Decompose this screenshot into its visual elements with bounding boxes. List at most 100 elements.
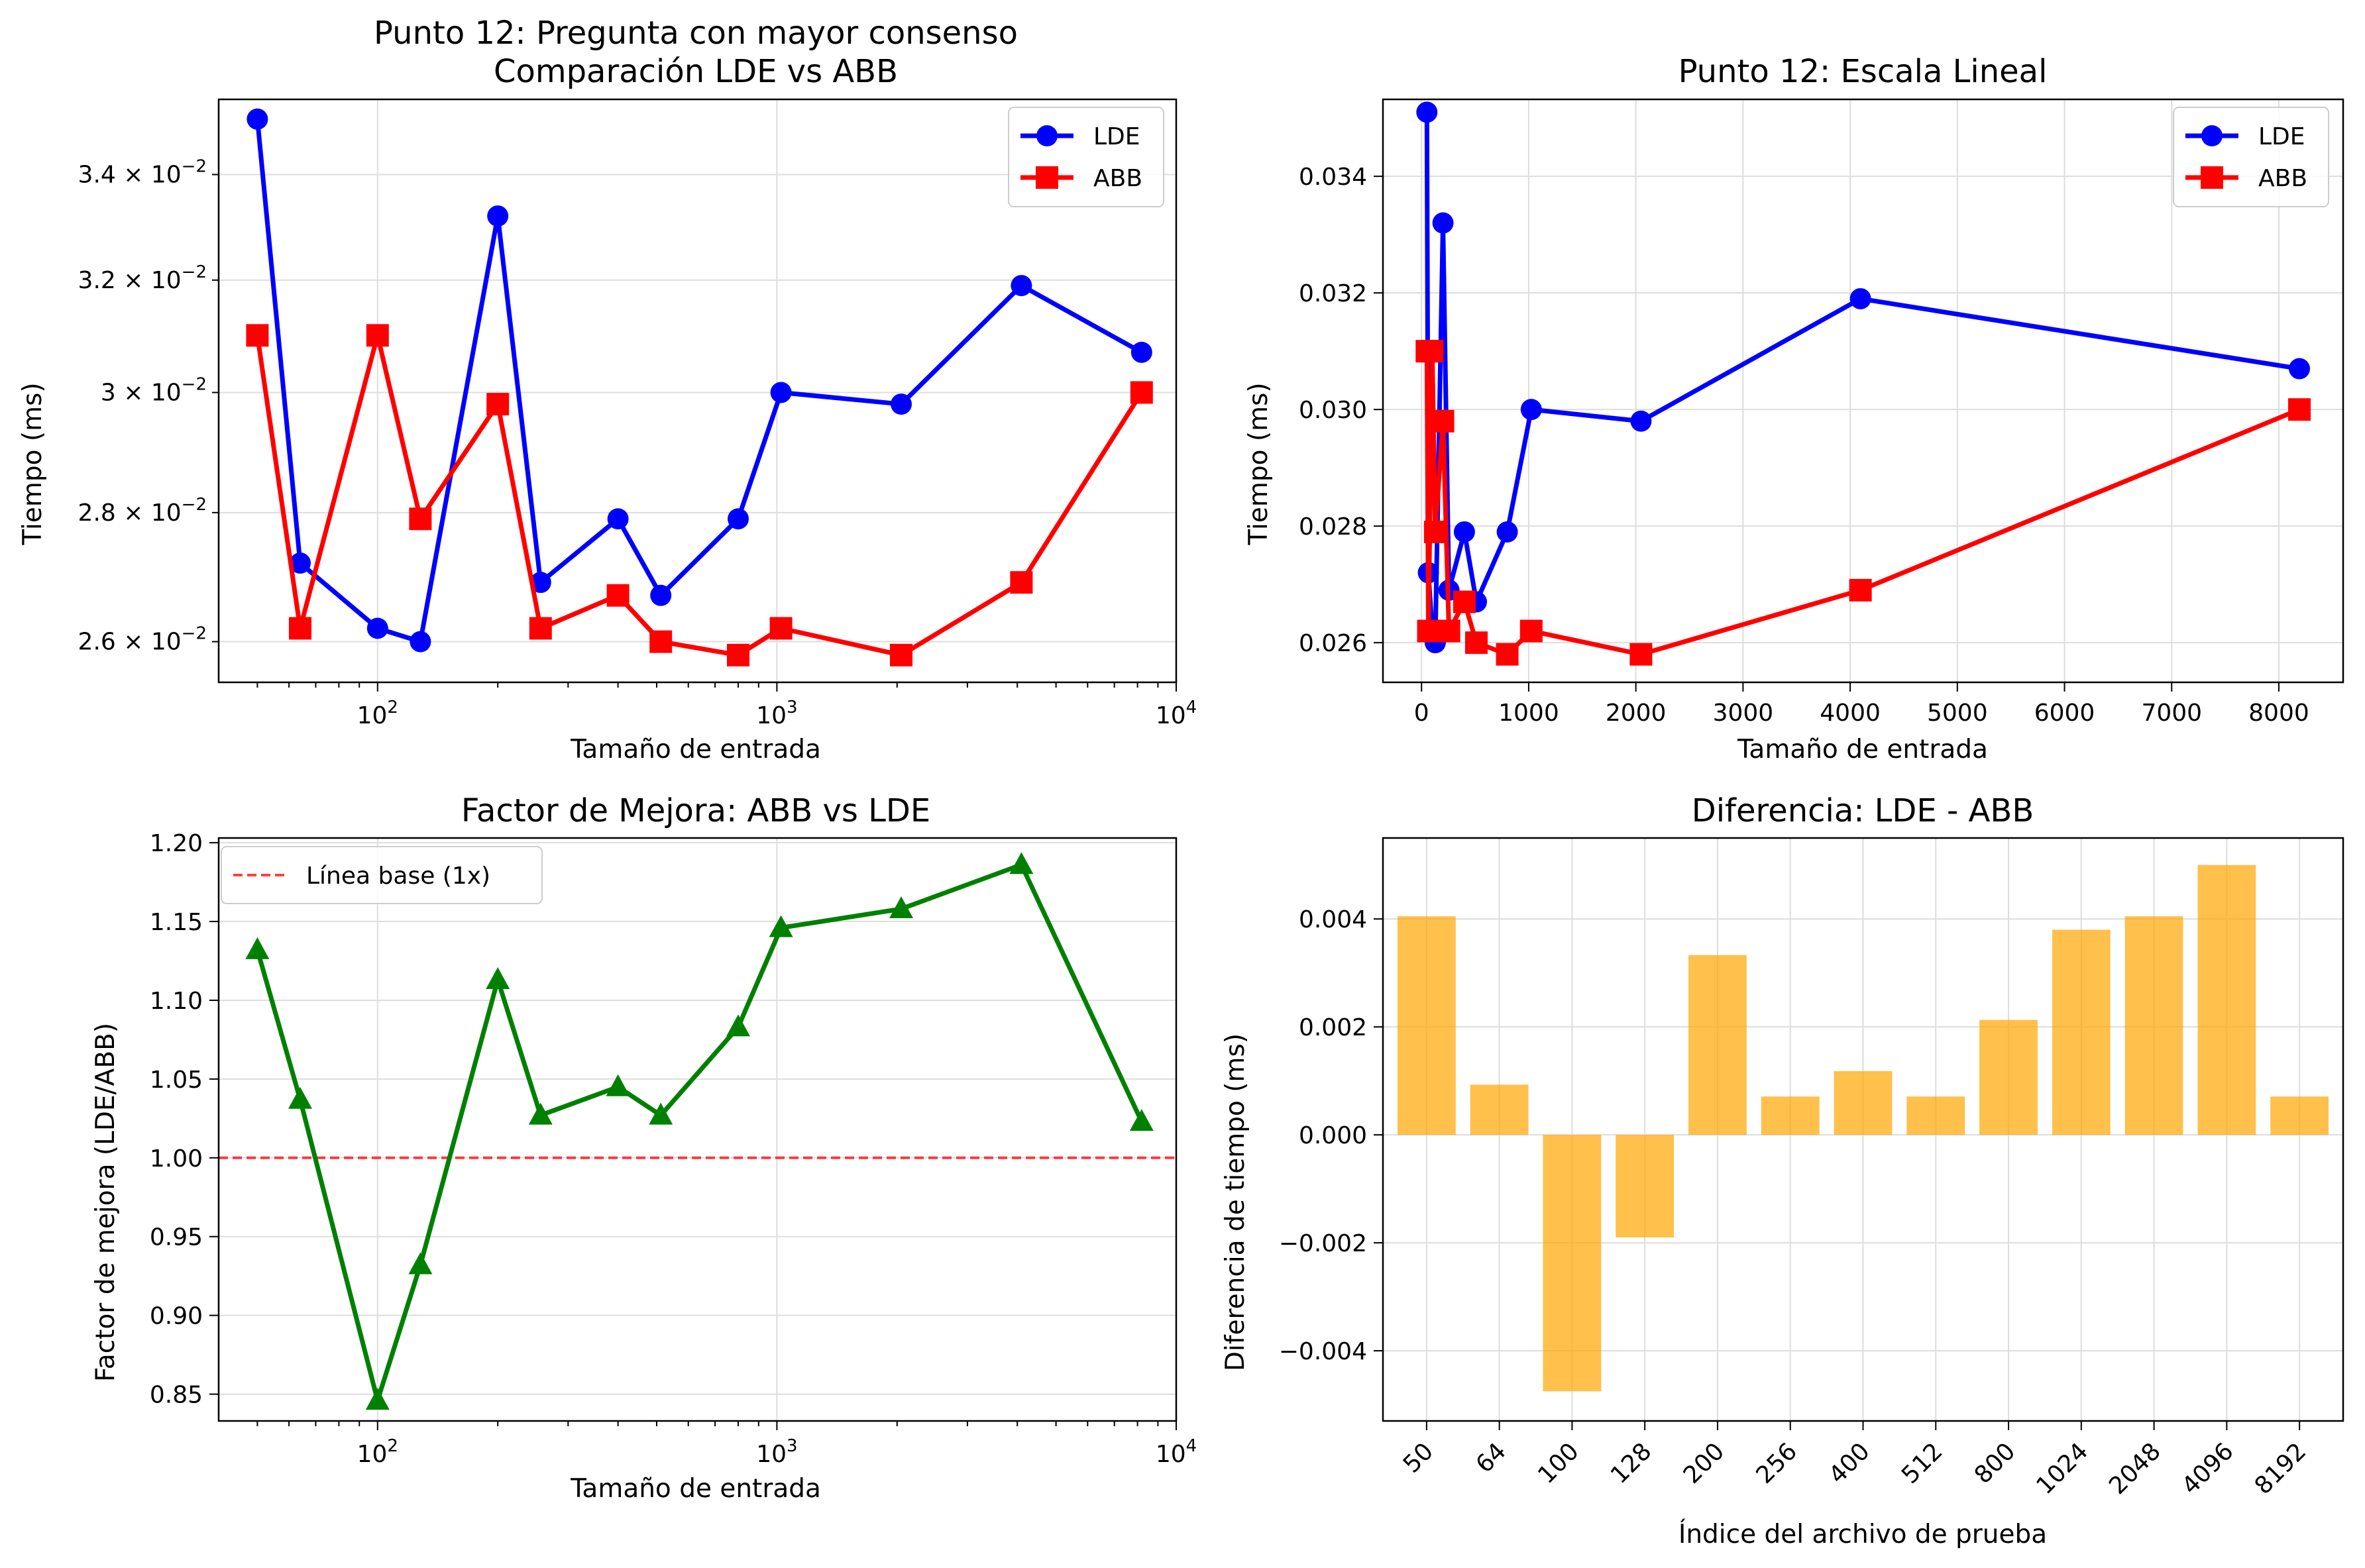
panel1-series-lde-point <box>247 108 268 130</box>
panel3-y-tick-label: 1.00 <box>150 1145 203 1173</box>
panel3-series-factor-point <box>769 915 793 937</box>
panel3-y-tick-label: 1.05 <box>150 1067 203 1094</box>
panel2-series-abb-point <box>1417 619 1440 643</box>
panel4-bar <box>2052 929 2111 1135</box>
panel2-series-abb-point <box>1519 619 1543 643</box>
panel3-x-axis-label: Tamaño de entrada <box>570 1474 821 1504</box>
panel1-series-lde-point <box>366 617 388 639</box>
panel4-x-axis-label: Índice del archivo de prueba <box>1678 1518 2047 1549</box>
panel4-bar <box>1834 1071 1893 1135</box>
panel2-series-abb-point <box>1423 520 1447 543</box>
panel3-x-tick-label: 104 <box>1156 1436 1197 1468</box>
panel1-series-lde-point <box>770 382 792 403</box>
panel1-x-tick-label: 103 <box>756 698 797 729</box>
panel4-bar <box>1688 955 1747 1135</box>
panel1-title-line1: Punto 12: Pregunta con mayor consenso <box>374 15 1018 52</box>
panel1-y-tick-label: 3.4 × 10−2 <box>78 156 207 188</box>
panel4-y-axis-label: Diferencia de tiempo (ms) <box>1221 1033 1250 1371</box>
panel1-series-abb-point <box>366 324 389 347</box>
panel2-series-abb-point <box>1421 340 1444 363</box>
panel1-legend-lde-label: LDE <box>1093 123 1140 150</box>
panel1-series-lde-point <box>1130 341 1152 363</box>
panel3-y-tick-label: 0.85 <box>150 1382 203 1409</box>
panel1-y-tick-label: 2.6 × 10−2 <box>78 624 207 656</box>
panel2-y-tick-label: 0.028 <box>1299 513 1367 541</box>
panel3-y-tick-label: 0.90 <box>150 1303 203 1330</box>
panel1-series-lde-point <box>290 552 311 574</box>
panel3-y-tick-label: 1.20 <box>150 830 203 857</box>
panel1-y-tick-label: 3.2 × 10−2 <box>78 262 207 294</box>
panel1-series-abb-point <box>1010 571 1033 594</box>
panel4-bar <box>1761 1096 1820 1135</box>
panel2-x-tick-label: 5000 <box>1927 700 1988 727</box>
panel2-series-abb-point <box>1453 590 1476 613</box>
panel3-x-tick-label: 102 <box>357 1436 398 1468</box>
panel2-series-lde-point <box>1453 521 1475 543</box>
panel1-axes-frame <box>217 98 1178 684</box>
panel4-bar <box>1543 1135 1602 1392</box>
panel1-series-lde-point <box>728 508 749 530</box>
panel1-legend-abb-label: ABB <box>1093 165 1142 192</box>
panel2-y-tick-label: 0.030 <box>1299 397 1367 424</box>
panel4-bar <box>2124 916 2183 1135</box>
panel4-bar <box>1397 916 1456 1135</box>
panel3-legend: Línea base (1x) <box>221 846 543 904</box>
panel-log-comparison: Punto 12: Pregunta con mayor consenso Co… <box>18 15 1197 764</box>
panel3-legend-baseline-label: Línea base (1x) <box>306 862 490 890</box>
panel2-series-abb-point <box>1496 643 1519 666</box>
panel1-series-abb-point <box>486 393 510 416</box>
panel3-series-factor-point <box>889 896 914 919</box>
panel1-y-tick-label: 3 × 10−2 <box>101 374 207 406</box>
panel4-y-tick-label: 0.000 <box>1299 1122 1367 1149</box>
panel1-series-abb-point <box>606 584 630 607</box>
panel2-x-tick-label: 2000 <box>1606 700 1667 727</box>
panel1-series-abb-point <box>246 324 269 347</box>
panel3-series-factor-point <box>288 1086 313 1109</box>
panel2-legend-abb-marker <box>2201 166 2223 189</box>
panel2-series-lde-point <box>1416 101 1438 123</box>
panel3-series-factor-point <box>365 1388 390 1410</box>
panel-improvement-factor: Factor de Mejora: ABB vs LDE Tamaño de e… <box>91 792 1197 1504</box>
panel2-y-tick-label: 0.032 <box>1299 280 1367 307</box>
panel4-bar <box>2197 864 2256 1135</box>
panel3-y-axis-label: Factor de mejora (LDE/ABB) <box>91 1023 121 1382</box>
panel2-x-tick-label: 0 <box>1414 700 1429 727</box>
panel3-series-factor-point <box>408 1252 433 1275</box>
panel1-series-lde-point <box>529 572 551 594</box>
panel4-y-tick-label: 0.002 <box>1299 1014 1367 1041</box>
panel1-series-abb-point <box>890 643 913 666</box>
panel3-series-factor-point <box>486 967 510 990</box>
panel2-legend-lde-label: LDE <box>2258 123 2305 150</box>
panel2-series-abb-point <box>1849 578 1872 601</box>
panel2-x-tick-label: 4000 <box>1820 700 1881 727</box>
panel4-y-tick-label: −0.002 <box>1279 1230 1367 1257</box>
panel4-bar <box>1470 1084 1529 1135</box>
panel1-x-tick-label: 102 <box>357 698 398 729</box>
panel2-x-axis-label: Tamaño de entrada <box>1737 735 1988 764</box>
panel2-plot-area: 0 1000 2000 3000 4000 5000 6000 7000 8000 0.026 0.… <box>1299 98 2344 727</box>
panel2-axes-frame <box>1382 98 2344 684</box>
panel2-legend-lde-marker <box>2201 125 2223 146</box>
panel1-series-lde-point <box>891 393 912 415</box>
panel2-x-tick-label: 6000 <box>2034 700 2095 727</box>
panel1-x-axis-label: Tamaño de entrada <box>570 735 821 764</box>
panel2-series-abb-point <box>2288 398 2311 421</box>
panel3-y-tick-label: 1.15 <box>150 909 203 936</box>
panel1-x-tick-label: 104 <box>1156 698 1197 729</box>
panel3-y-tick-label: 0.95 <box>150 1224 203 1251</box>
panel1-title-line2: Comparación LDE vs ABB <box>494 53 898 90</box>
panel1-y-axis-label: Tiempo (ms) <box>18 382 48 545</box>
panel3-axes-frame <box>217 837 1178 1422</box>
panel1-series-lde-point <box>607 508 629 530</box>
panel1-legend-lde-marker <box>1036 125 1058 146</box>
panel1-plot-area: 102 103 104 2.6 × 10−2 2.8 × 10−2 3 × 10−2 3.2… <box>78 98 1197 729</box>
panel1-series-abb-point <box>649 630 673 653</box>
panel1-legend: LDE ABB <box>1008 107 1164 207</box>
panel1-series-lde-point <box>487 205 509 227</box>
panel2-legend-abb-label: ABB <box>2258 165 2307 192</box>
panel1-series-abb-point <box>727 643 750 666</box>
panel3-plot-area: 102 103 104 0.85 0.90 0.95 1.00 1.05 1.10 1.15 1.2… <box>150 830 1197 1468</box>
panel1-series-lde-point <box>650 584 672 606</box>
panel2-title: Punto 12: Escala Lineal <box>1678 53 2048 90</box>
